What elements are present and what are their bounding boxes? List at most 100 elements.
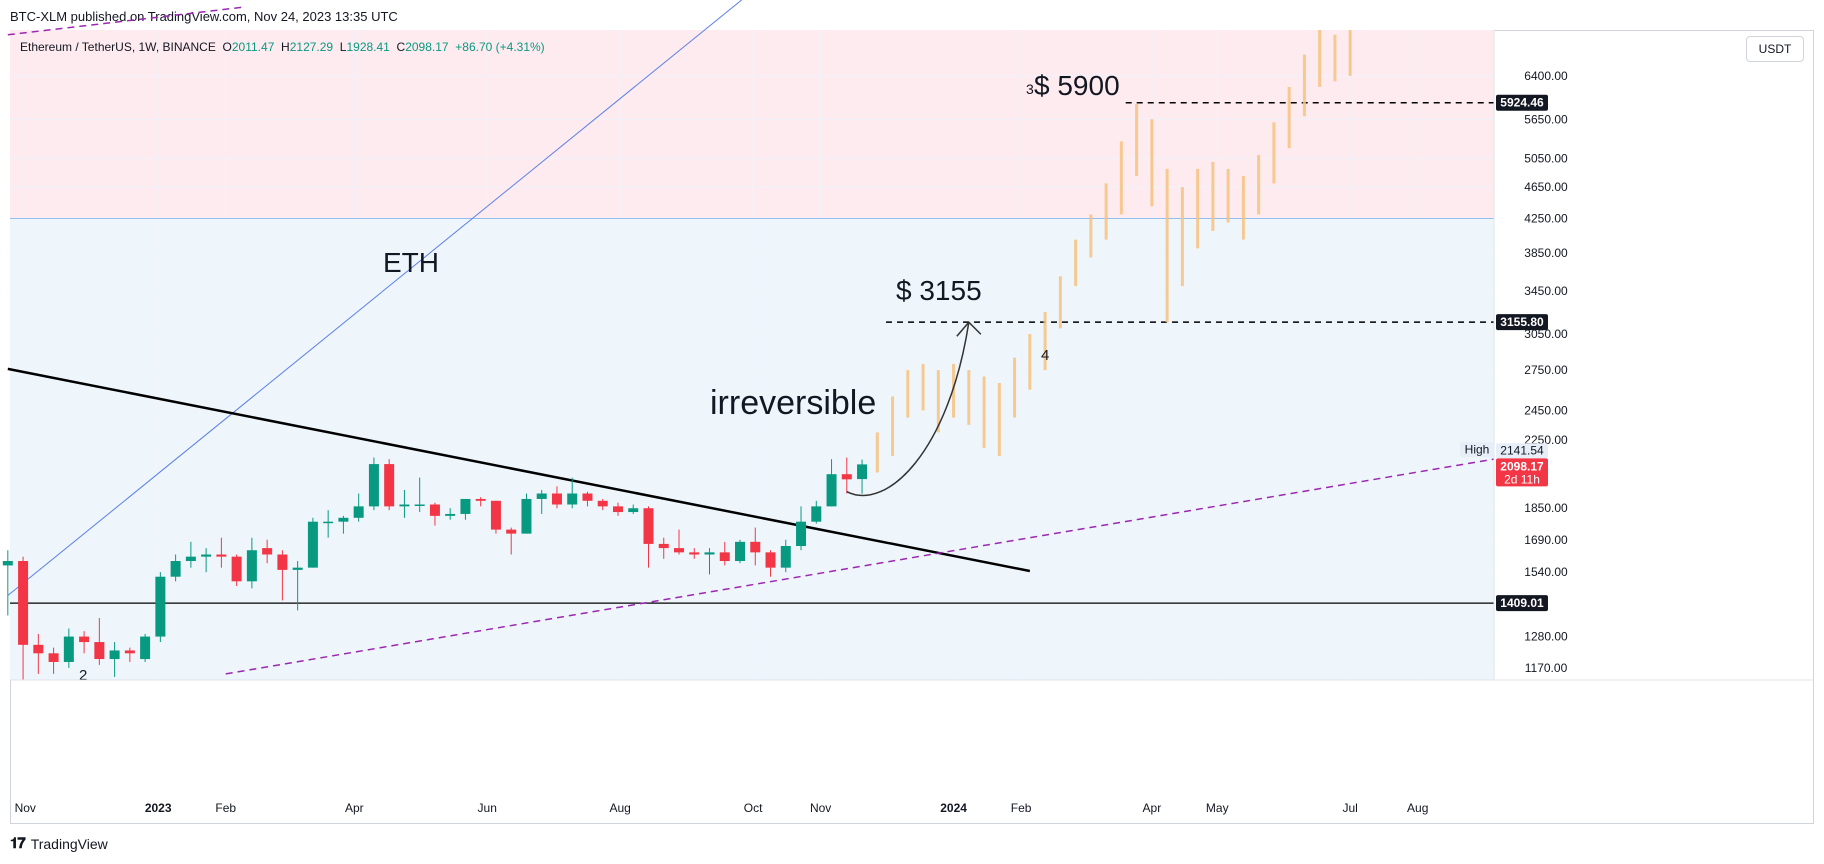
candle-body[interactable]: [429, 504, 440, 516]
candle-body[interactable]: [399, 504, 410, 507]
legend-high: 2127.29: [289, 40, 334, 54]
candle-body[interactable]: [368, 464, 379, 507]
price-tag-3155-bg: [1496, 314, 1548, 331]
horizontal-levels: [10, 101, 1494, 604]
price-tag-5924-bg: [1496, 94, 1548, 111]
candle-body[interactable]: [170, 561, 181, 577]
candle-body[interactable]: [521, 498, 532, 534]
high-tag-bg: [1460, 442, 1494, 458]
x-tick-label: Jun: [478, 801, 497, 815]
last-price-bg: [1496, 458, 1548, 487]
candle-body[interactable]: [292, 567, 303, 570]
x-tick-label: Apr: [1143, 801, 1162, 815]
candle-body[interactable]: [597, 500, 608, 507]
tradingview-logo-icon: 𝟏𝟕: [10, 835, 26, 852]
candle-body[interactable]: [353, 506, 364, 518]
time-axis: Nov 2023 Feb Apr Jun Aug Oct Nov 2024 Feb Apr May Ju…: [10, 679, 1814, 815]
candle-body[interactable]: [155, 576, 166, 637]
candle-body[interactable]: [445, 513, 456, 516]
diagonal-trendline[interactable]: [7, 0, 795, 596]
candle-body[interactable]: [857, 464, 868, 480]
x-tick-label: Nov: [15, 801, 36, 815]
candle-body[interactable]: [841, 474, 852, 480]
countdown-label: 2d 11h: [1504, 472, 1540, 486]
candle-body[interactable]: [811, 506, 822, 522]
candle-body[interactable]: [780, 546, 791, 568]
y-tick-label: 1170.00: [1525, 661, 1568, 675]
candle-body[interactable]: [490, 500, 501, 530]
background-zones: [10, 30, 1494, 681]
label-target-5900: $ 5900: [1034, 70, 1120, 101]
pink-zone: [10, 30, 1494, 219]
candle-body[interactable]: [63, 636, 74, 662]
candle-body[interactable]: [719, 552, 730, 562]
candle-body[interactable]: [551, 493, 562, 505]
candle-body[interactable]: [338, 517, 349, 522]
candle-body[interactable]: [612, 506, 623, 513]
candle-body[interactable]: [216, 554, 227, 557]
candle-body[interactable]: [124, 650, 135, 654]
high-value-label: 2141.54: [1500, 443, 1544, 457]
high-tag-label: High: [1465, 442, 1490, 456]
candle-body[interactable]: [307, 521, 318, 568]
price-axis: 6400.00 5650.00 5050.00 4650.00 4250.00 3850.…: [1493, 30, 1568, 680]
candle-body[interactable]: [796, 521, 807, 547]
descending-trendline[interactable]: [7, 367, 1031, 573]
x-tick-label: Oct: [744, 801, 763, 815]
y-tick-label: 4650.00: [1524, 180, 1568, 194]
y-tick-label: 3450.00: [1524, 284, 1568, 298]
candle-body[interactable]: [414, 504, 425, 507]
legend-close-label: C: [396, 40, 406, 54]
y-tick-label: 1280.00: [1524, 630, 1568, 644]
candle-body[interactable]: [765, 552, 776, 568]
candle-body[interactable]: [750, 541, 761, 553]
candle-body[interactable]: [567, 493, 578, 505]
candle-body[interactable]: [460, 498, 471, 514]
candle-body[interactable]: [475, 498, 486, 501]
x-tick-label: Nov: [810, 801, 831, 815]
candle-body[interactable]: [94, 642, 105, 660]
candle-body[interactable]: [201, 554, 212, 557]
candle-body[interactable]: [185, 556, 196, 562]
legend-open: 2011.47: [231, 40, 275, 54]
y-tick-label: 5650.00: [1524, 112, 1568, 126]
candle-body[interactable]: [2, 561, 13, 566]
candle-body[interactable]: [582, 493, 593, 501]
last-price-label: 2098.17: [1500, 459, 1544, 473]
projection-arrow: [846, 322, 970, 497]
candle-body[interactable]: [735, 541, 746, 562]
candle-body[interactable]: [48, 653, 59, 662]
y-tick-label: 4250.00: [1524, 211, 1568, 225]
candle-body[interactable]: [140, 636, 151, 660]
candle-body[interactable]: [536, 493, 547, 499]
candle-body[interactable]: [506, 529, 517, 534]
candle-body[interactable]: [689, 552, 700, 555]
candle-body[interactable]: [323, 521, 334, 524]
candle-body[interactable]: [704, 552, 715, 555]
y-tick-label: 2450.00: [1524, 403, 1568, 417]
y-tick-label: 2750.00: [1524, 363, 1568, 377]
candle-body[interactable]: [658, 543, 669, 549]
candle-body[interactable]: [643, 508, 654, 544]
candle-body[interactable]: [231, 556, 242, 582]
currency-button[interactable]: USDT: [1746, 36, 1804, 62]
candle-body[interactable]: [262, 548, 273, 555]
candle-body[interactable]: [826, 474, 837, 507]
channel-upper-line[interactable]: [7, 6, 246, 36]
channel-lower-line[interactable]: [225, 458, 1495, 675]
candle-body[interactable]: [109, 650, 120, 660]
legend-open-label: O: [222, 40, 232, 54]
candle-body[interactable]: [277, 554, 288, 570]
publisher-caption: BTC-XLM published on TradingView.com, No…: [10, 9, 398, 24]
x-tick-label: 2024: [940, 801, 967, 815]
candle-body[interactable]: [18, 561, 29, 645]
candle-body[interactable]: [673, 548, 684, 553]
y-tick-label: 5050.00: [1524, 151, 1568, 165]
label-target-3155: $ 3155: [896, 275, 982, 306]
candle-body[interactable]: [33, 644, 44, 654]
candle-body[interactable]: [384, 464, 395, 507]
candle-body[interactable]: [246, 550, 257, 582]
candle-body[interactable]: [628, 508, 639, 513]
candle-body[interactable]: [79, 636, 90, 643]
